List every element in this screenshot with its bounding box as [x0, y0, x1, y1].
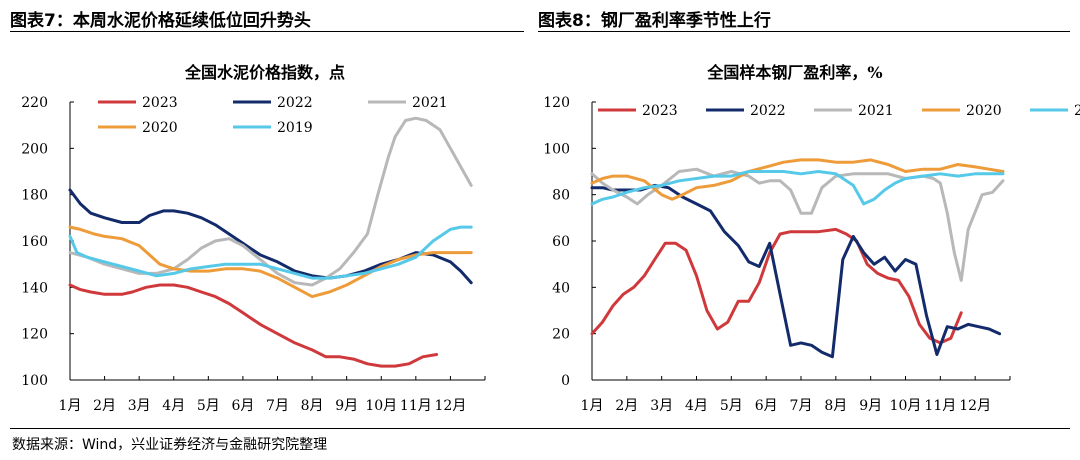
- y-tick-label: 80: [552, 188, 570, 204]
- y-tick-label: 120: [543, 95, 570, 111]
- legend-label-2022: 2022: [277, 95, 313, 111]
- x-tick-label: 1月: [581, 398, 604, 414]
- x-tick-label: 12月: [959, 398, 991, 414]
- y-tick-label: 100: [543, 141, 570, 157]
- series-line-2019: [68, 225, 473, 280]
- series-line-2022: [590, 183, 1002, 359]
- legend-label-2022: 2022: [750, 103, 786, 119]
- y-tick-label: 40: [552, 280, 570, 296]
- x-tick-label: 3月: [650, 398, 673, 414]
- x-tick-label: 7月: [790, 398, 813, 414]
- x-tick-label: 8月: [301, 398, 324, 414]
- x-tick-label: 2月: [93, 398, 116, 414]
- x-tick-label: 1月: [59, 398, 82, 414]
- series-line-2021: [68, 116, 473, 287]
- x-tick-label: 10月: [890, 398, 922, 414]
- x-tick-label: 12月: [435, 398, 467, 414]
- x-tick-label: 6月: [755, 398, 778, 414]
- x-tick-label: 9月: [859, 398, 882, 414]
- y-tick-label: 220: [21, 95, 48, 111]
- series-line-2023: [590, 227, 963, 345]
- legend-label-2019: 2019: [1074, 103, 1080, 119]
- x-tick-label: 4月: [685, 398, 708, 414]
- footer-rule: [10, 428, 1070, 429]
- legend-label-2023: 2023: [642, 103, 678, 119]
- steel-profit-chart: 全国样本钢厂盈利率，% 0 20 40 60 80 100 120 1月 2月 3月 4月 5月 6月 7月…: [543, 63, 1080, 414]
- y-tick-label: 180: [21, 188, 48, 204]
- right-title-rule: [538, 31, 1070, 32]
- series-line-2020: [68, 225, 473, 299]
- x-tick-label: 6月: [231, 398, 254, 414]
- cement-price-chart: 全国水泥价格指数，点 100 120 140 160 180 200 220 1月 2月 3月 4月 5…: [21, 63, 486, 414]
- x-tick-label: 8月: [824, 398, 847, 414]
- x-tick-label: 7月: [266, 398, 289, 414]
- x-tick-label: 11月: [400, 398, 432, 414]
- y-tick-label: 100: [21, 373, 48, 389]
- x-tick-label: 2月: [615, 398, 638, 414]
- left-panel-title: 图表7：本周水泥价格延续低位回升势头: [10, 11, 311, 31]
- legend-label-2020: 2020: [966, 103, 1002, 119]
- y-tick-label: 20: [552, 327, 570, 343]
- x-tick-label: 11月: [924, 398, 956, 414]
- legend-label-2021: 2021: [858, 103, 894, 119]
- left-title-rule: [10, 31, 524, 32]
- legend-label-2019: 2019: [277, 120, 313, 136]
- x-tick-label: 3月: [128, 398, 151, 414]
- y-tick-label: 140: [21, 280, 48, 296]
- legend-label-2020: 2020: [142, 120, 178, 136]
- chart-title: 全国样本钢厂盈利率，%: [706, 63, 882, 82]
- legend-label-2023: 2023: [142, 95, 178, 111]
- y-tick-label: 60: [552, 234, 570, 250]
- legend-label-2021: 2021: [412, 95, 448, 111]
- x-tick-label: 5月: [197, 398, 220, 414]
- x-tick-label: 5月: [720, 398, 743, 414]
- y-tick-label: 160: [21, 234, 48, 250]
- series-line-2023: [68, 283, 439, 368]
- chart-title: 全国水泥价格指数，点: [184, 63, 345, 82]
- series-line-2019: [590, 170, 1005, 206]
- y-tick-label: 120: [21, 327, 48, 343]
- right-panel-title: 图表8：钢厂盈利率季节性上行: [538, 11, 771, 31]
- source-note: 数据来源：Wind，兴业证券经济与金融研究院整理: [12, 437, 328, 453]
- x-tick-label: 10月: [365, 398, 397, 414]
- y-tick-label: 200: [21, 141, 48, 157]
- y-tick-label: 0: [561, 373, 570, 389]
- x-tick-label: 4月: [162, 398, 185, 414]
- x-tick-label: 9月: [335, 398, 358, 414]
